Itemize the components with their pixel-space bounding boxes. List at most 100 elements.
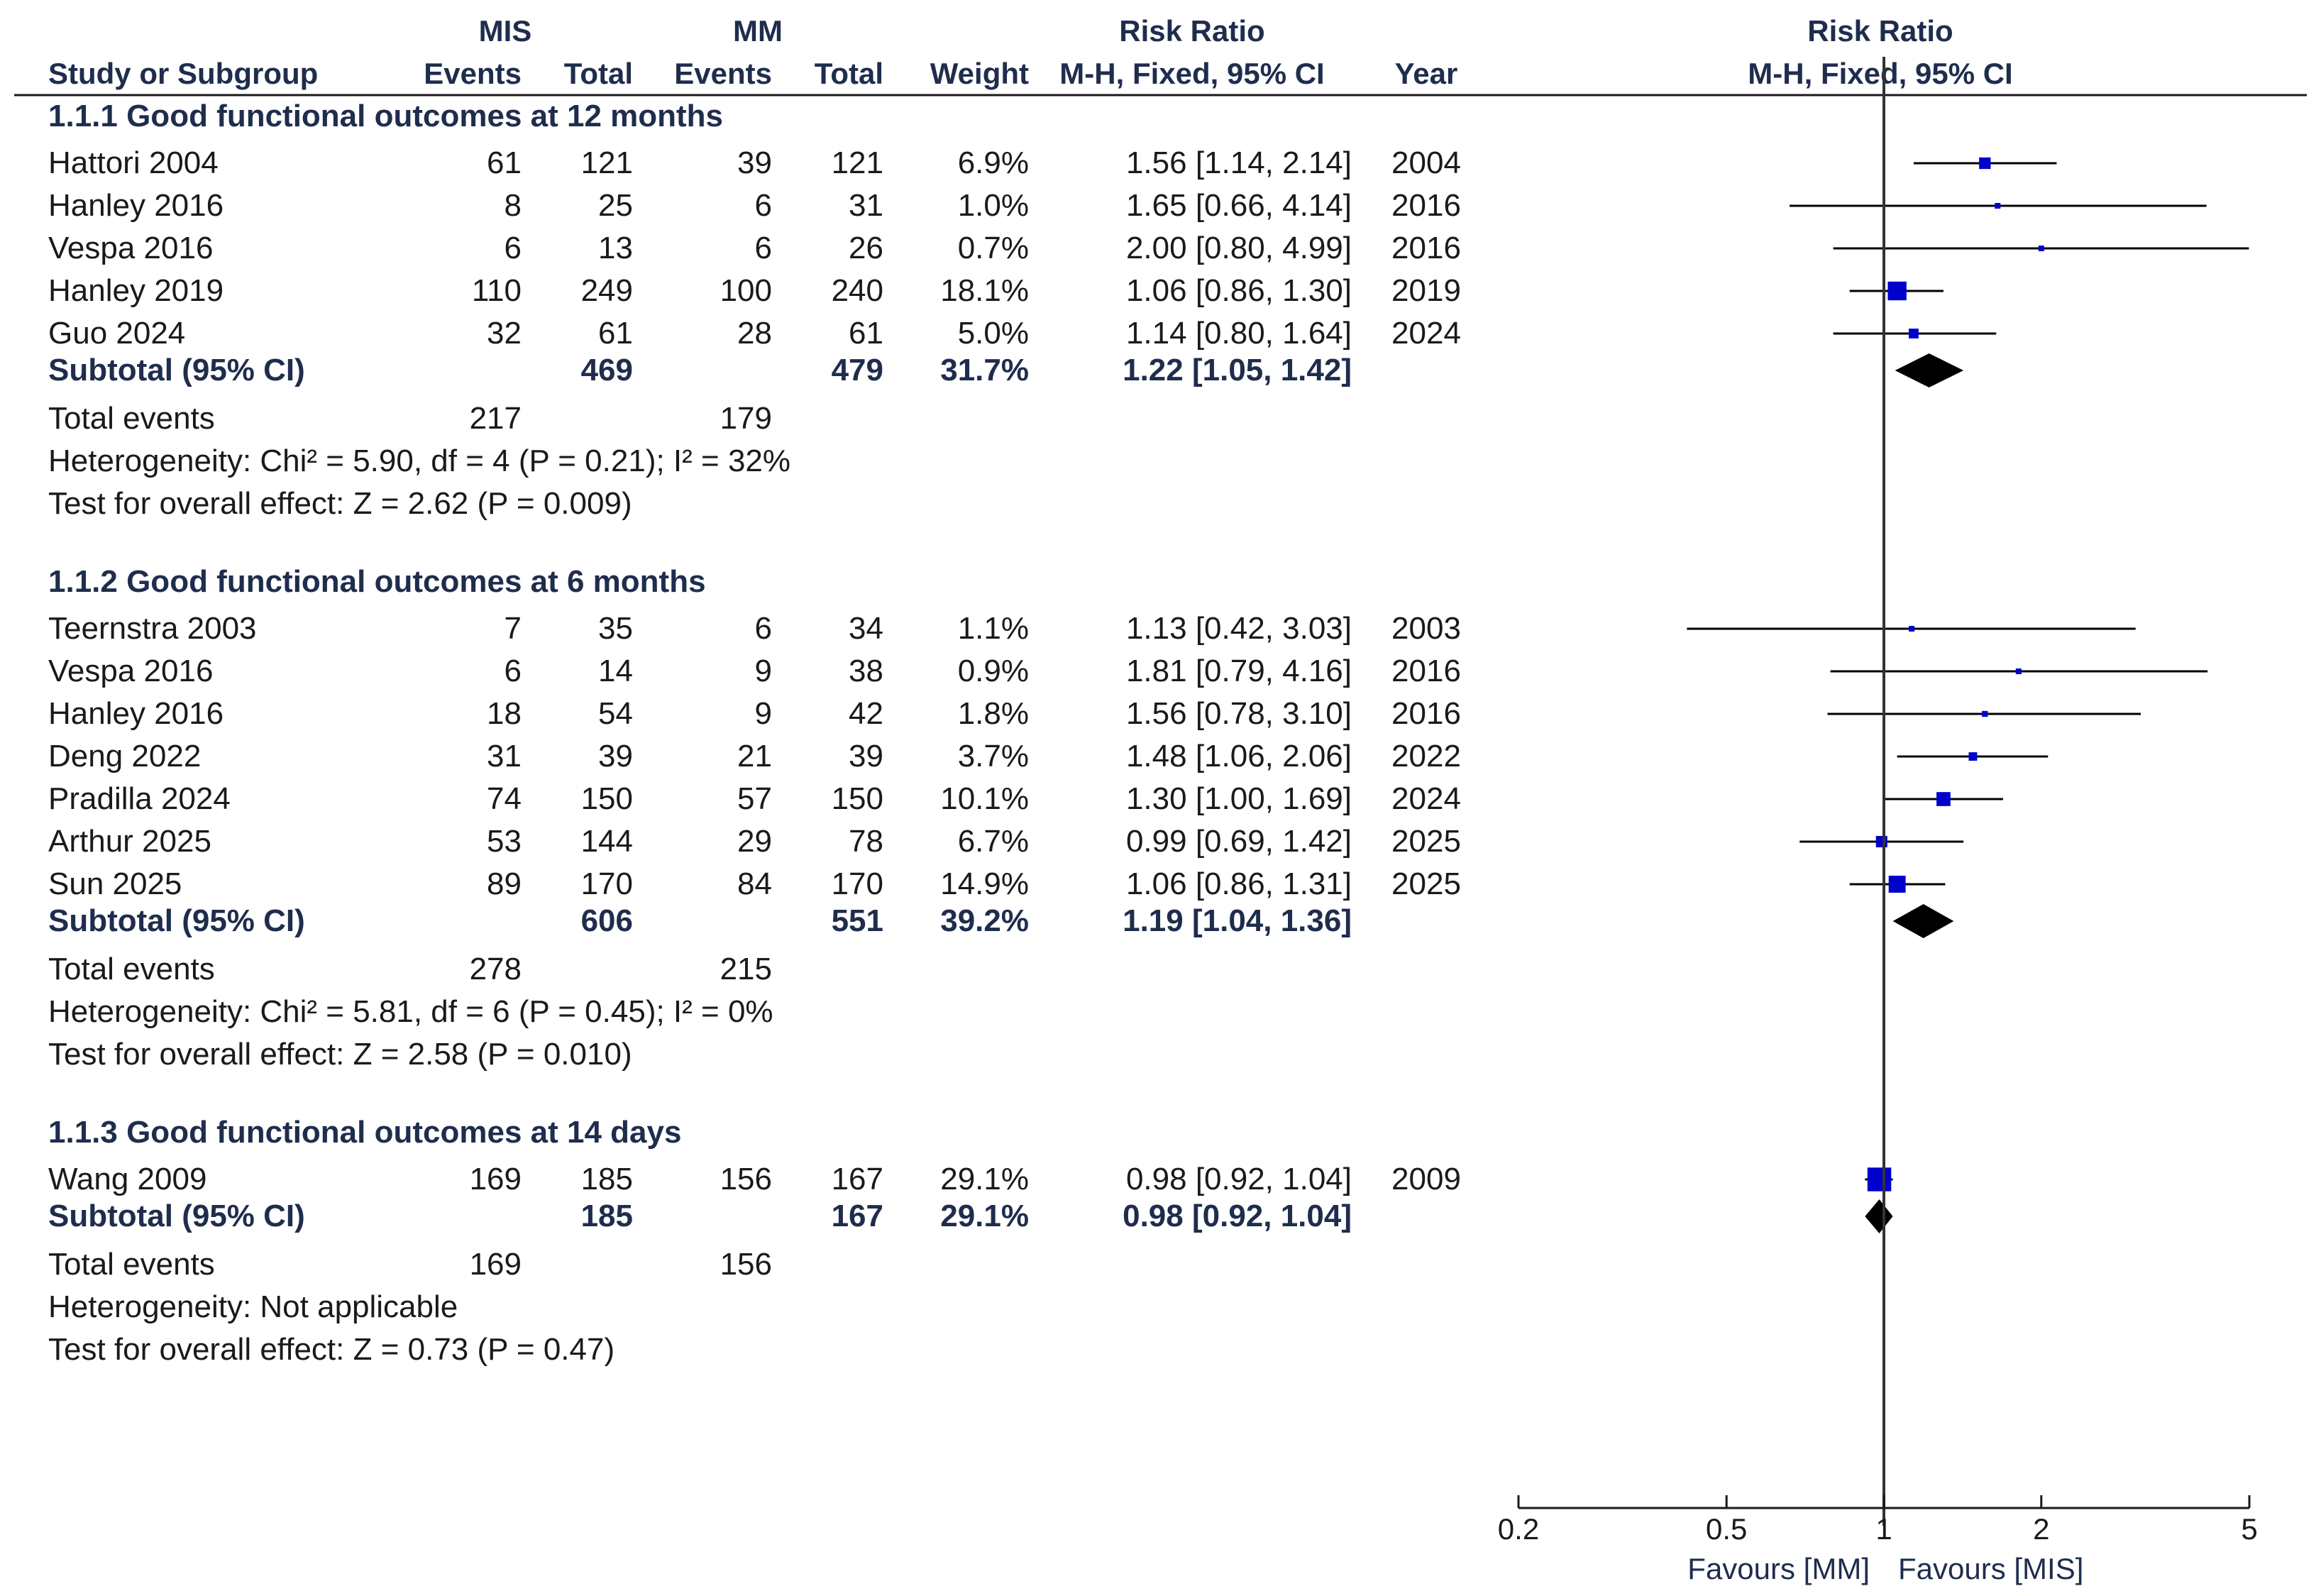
subgroup-1: 1.1.1 Good functional outcomes at 12 mon… — [48, 99, 1461, 521]
total-mm: 121 — [832, 145, 883, 180]
events-mis: 6 — [505, 654, 522, 688]
heterogeneity-text: Heterogeneity: Not applicable — [48, 1289, 458, 1324]
subtotal-weight: 39.2% — [940, 903, 1029, 938]
subtotal-row: Subtotal (95% CI) 185 167 29.1% 0.98 [0.92, … — [48, 1199, 1352, 1233]
year-value: 2019 — [1391, 273, 1461, 308]
events-mis: 110 — [472, 273, 522, 308]
total-mm: 39 — [849, 739, 883, 774]
events-mm: 100 — [720, 273, 772, 308]
weight-value: 18.1% — [940, 273, 1029, 308]
total-mis: 170 — [581, 866, 633, 901]
year-value: 2016 — [1391, 696, 1461, 731]
total-mm: 26 — [849, 231, 883, 265]
table-row: Arthur 2025 53 144 29 78 6.7% 0.99 [0.69, 1.42… — [48, 824, 1461, 859]
study-name: Sun 2025 — [48, 866, 182, 901]
risk-ratio-ci: 1.30 [1.00, 1.69] — [1126, 781, 1352, 816]
weight-value: 0.7% — [958, 231, 1029, 265]
events-mm: 6 — [755, 611, 772, 646]
total-mis: 14 — [598, 654, 633, 688]
events-mm: 39 — [737, 145, 772, 180]
subtotal-diamond — [1895, 353, 1964, 387]
events-mm: 6 — [755, 188, 772, 223]
events-mis: 169 — [470, 1162, 522, 1196]
total-mis: 144 — [581, 824, 633, 859]
favours-left-label: Favours [MM] — [1687, 1552, 1870, 1585]
year-value: 2022 — [1391, 739, 1461, 774]
table-row: Hanley 2016 8 25 6 31 1.0% 1.65 [0.66, 4.14] 20… — [48, 188, 1461, 223]
study-square — [1968, 752, 1978, 761]
total-mm: 167 — [832, 1162, 883, 1196]
subtotal-label: Subtotal (95% CI) — [48, 353, 305, 387]
subtotal-diamond — [1892, 904, 1954, 938]
events-mis: 7 — [505, 611, 522, 646]
subtotal-label: Subtotal (95% CI) — [48, 903, 305, 938]
total-events-mis: 217 — [470, 401, 522, 436]
subtotal-total-mm: 551 — [832, 903, 883, 938]
total-events-label: Total events — [48, 1247, 215, 1282]
year-value: 2016 — [1391, 188, 1461, 223]
events-mm: 156 — [720, 1162, 772, 1196]
x-axis-tick-label: 5 — [2241, 1512, 2257, 1546]
events-mm: 28 — [737, 316, 772, 351]
events-mm: 9 — [755, 696, 772, 731]
weight-value: 1.0% — [958, 188, 1029, 223]
weight-value: 3.7% — [958, 739, 1029, 774]
table-row: Wang 2009 169 185 156 167 29.1% 0.98 [0.92, 1.… — [48, 1162, 1461, 1196]
risk-ratio-ci: 1.06 [0.86, 1.31] — [1126, 866, 1352, 901]
total-mm: 31 — [849, 188, 883, 223]
events-mis: 89 — [487, 866, 522, 901]
header-year: Year — [1395, 57, 1458, 90]
study-square — [1888, 876, 1906, 893]
events-mm: 57 — [737, 781, 772, 816]
total-mis: 121 — [581, 145, 633, 180]
year-value: 2016 — [1391, 654, 1461, 688]
weight-value: 10.1% — [940, 781, 1029, 816]
risk-ratio-ci: 2.00 [0.80, 4.99] — [1126, 231, 1352, 265]
subgroup-title: 1.1.3 Good functional outcomes at 14 day… — [48, 1115, 681, 1150]
subtotal-total-mis: 606 — [581, 903, 633, 938]
events-mis: 18 — [487, 696, 522, 731]
weight-value: 29.1% — [940, 1162, 1029, 1196]
subtotal-diamond — [1865, 1199, 1893, 1233]
events-mis: 74 — [487, 781, 522, 816]
study-name: Wang 2009 — [48, 1162, 206, 1196]
total-mm: 240 — [832, 273, 883, 308]
year-value: 2024 — [1391, 781, 1461, 816]
study-name: Pradilla 2024 — [48, 781, 231, 816]
weight-value: 14.9% — [940, 866, 1029, 901]
subtotal-total-mm: 167 — [832, 1199, 883, 1233]
risk-ratio-ci: 1.13 [0.42, 3.03] — [1126, 611, 1352, 646]
total-mis: 13 — [598, 231, 633, 265]
overall-effect-text: Test for overall effect: Z = 2.62 (P = 0… — [48, 486, 632, 521]
events-mm: 84 — [737, 866, 772, 901]
events-mm: 29 — [737, 824, 772, 859]
study-square — [1979, 157, 1991, 170]
total-mis: 54 — [598, 696, 633, 731]
events-mis: 32 — [487, 316, 522, 351]
table-row: Sun 2025 89 170 84 170 14.9% 1.06 [0.86, 1.31]… — [48, 866, 1461, 901]
study-name: Hanley 2016 — [48, 696, 224, 731]
total-mis: 25 — [598, 188, 633, 223]
subtotal-total-mis: 469 — [581, 353, 633, 387]
year-value: 2024 — [1391, 316, 1461, 351]
table-row: Teernstra 2003 7 35 6 34 1.1% 1.13 [0.42, 3.03… — [48, 611, 1461, 646]
risk-ratio-ci: 0.99 [0.69, 1.42] — [1126, 824, 1352, 859]
study-square — [1908, 329, 1919, 339]
study-square — [2038, 246, 2044, 251]
year-value: 2025 — [1391, 866, 1461, 901]
subtotal-row: Subtotal (95% CI) 469 479 31.7% 1.22 [1.05, … — [48, 353, 1352, 387]
study-name: Arthur 2025 — [48, 824, 211, 859]
events-mis: 8 — [505, 188, 522, 223]
header-method: M-H, Fixed, 95% CI — [1059, 57, 1324, 90]
study-name: Teernstra 2003 — [48, 611, 257, 646]
overall-effect-text: Test for overall effect: Z = 2.58 (P = 0… — [48, 1037, 632, 1072]
weight-value: 6.7% — [958, 824, 1029, 859]
weight-value: 6.9% — [958, 145, 1029, 180]
events-mis: 31 — [487, 739, 522, 774]
total-mm: 34 — [849, 611, 883, 646]
total-mis: 249 — [581, 273, 633, 308]
subtotal-ci: 1.19 [1.04, 1.36] — [1123, 903, 1352, 938]
total-mis: 150 — [581, 781, 633, 816]
total-mm: 78 — [849, 824, 883, 859]
